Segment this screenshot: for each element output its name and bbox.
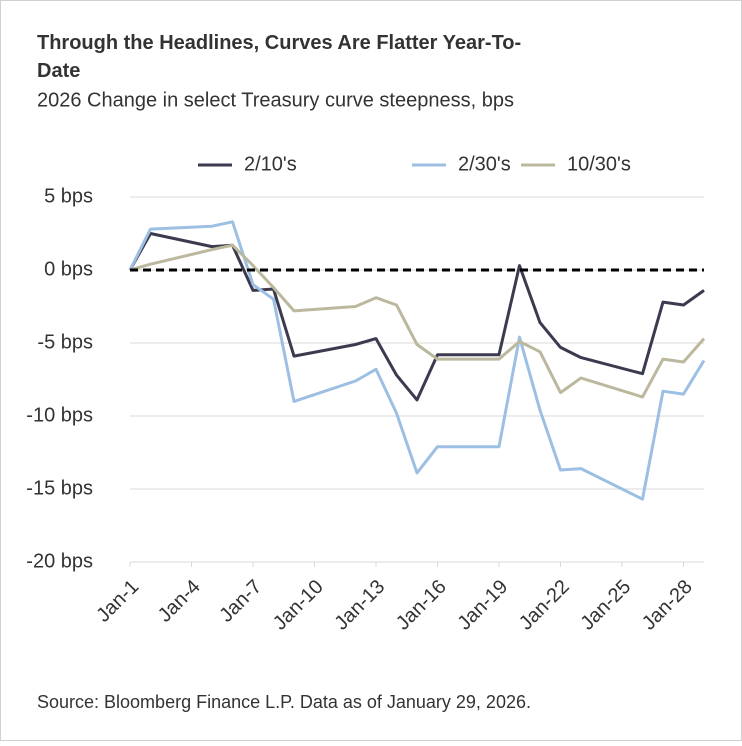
y-tick-label: -10 bps: [26, 404, 93, 426]
y-tick-label: -20 bps: [26, 550, 93, 572]
y-tick-label: -15 bps: [26, 477, 93, 499]
series-line: [128, 232, 705, 402]
source-note: Source: Bloomberg Finance L.P. Data as o…: [37, 692, 531, 712]
series-line: [129, 243, 706, 399]
chart-subtitle: 2026 Change in select Treasury curve ste…: [37, 89, 514, 111]
y-tick-label: 5 bps: [44, 185, 93, 207]
series-line: [128, 220, 706, 501]
legend-label: 2/30's: [458, 153, 511, 175]
legend-label: 2/10's: [244, 153, 297, 175]
legend-label: 10/30's: [567, 153, 631, 175]
y-tick-label: -5 bps: [37, 331, 93, 353]
chart-title: Through the Headlines, Curves Are Flatte…: [37, 32, 521, 82]
y-tick-label: 0 bps: [44, 258, 93, 280]
